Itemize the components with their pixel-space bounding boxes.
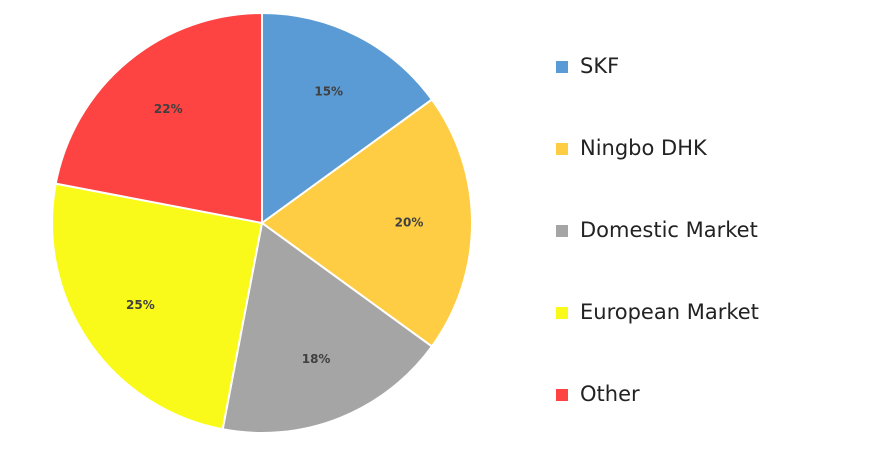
pie-slice — [54, 11, 263, 225]
value-label: 20% — [395, 216, 424, 230]
legend-swatch — [556, 61, 568, 73]
pie-slice — [51, 182, 264, 431]
value-label: 22% — [154, 102, 183, 116]
pie-slice — [260, 98, 474, 348]
value-label: 25% — [126, 298, 155, 312]
value-label: 15% — [314, 85, 343, 99]
value-label: 18% — [302, 352, 331, 366]
legend-label: SKF — [580, 54, 619, 78]
legend-swatch — [556, 225, 568, 237]
legend-swatch — [556, 143, 568, 155]
pie-slice — [261, 11, 434, 225]
legend-label: European Market — [580, 300, 759, 324]
legend-label: Ningbo DHK — [580, 136, 708, 160]
legend-swatch — [556, 389, 568, 401]
legend-label: Domestic Market — [580, 218, 758, 242]
pie-slice — [221, 221, 434, 434]
legend-label: Other — [580, 382, 640, 406]
legend-swatch — [556, 307, 568, 319]
